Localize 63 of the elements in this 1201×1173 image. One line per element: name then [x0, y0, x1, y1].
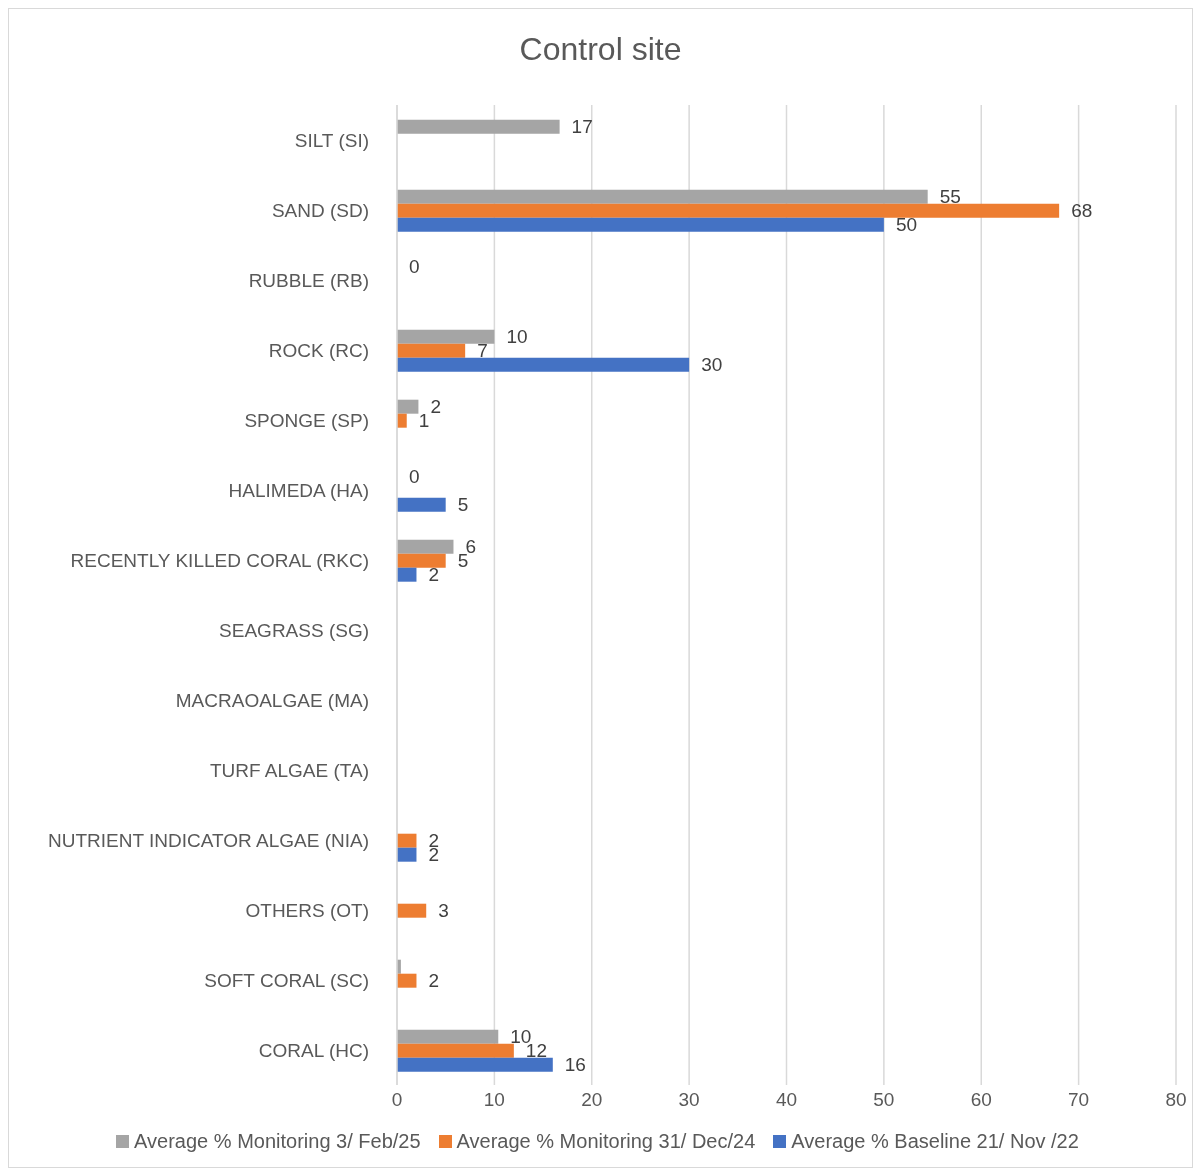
y-tick-label: TURF ALGAE (TA)	[209, 759, 369, 781]
y-tick-label: SEAGRASS (SG)	[219, 619, 369, 641]
x-tick-label: 40	[775, 1089, 798, 1111]
bar	[397, 833, 417, 848]
data-label: 3	[438, 900, 449, 922]
data-label: 30	[701, 354, 723, 376]
bar	[397, 973, 417, 988]
legend-label: Average % Monitoring 3/ Feb/25	[133, 1130, 421, 1153]
data-label: 2	[430, 396, 441, 418]
chart-title: Control site	[518, 31, 683, 68]
bar	[397, 497, 446, 512]
bar	[397, 119, 560, 134]
bar	[397, 553, 446, 568]
y-tick-label: SILT (SI)	[294, 129, 369, 151]
y-tick-label: ROCK (RC)	[268, 339, 369, 361]
x-tick-label: 20	[581, 1089, 603, 1111]
y-tick-label: OTHERS (OT)	[245, 899, 369, 921]
data-label: 2	[428, 564, 440, 586]
data-label: 10	[506, 326, 528, 348]
bar	[397, 399, 419, 414]
legend-label: Average % Monitoring 31/ Dec/24	[455, 1130, 756, 1153]
bar	[397, 329, 495, 344]
bar	[397, 189, 928, 204]
x-tick-label: 70	[1068, 1089, 1090, 1111]
bar	[397, 357, 690, 372]
x-tick-label: 0	[391, 1089, 403, 1111]
x-tick-label: 30	[678, 1089, 700, 1111]
y-tick-label: RECENTLY KILLED CORAL (RKC)	[70, 549, 369, 571]
data-label: 17	[571, 116, 593, 138]
bar	[397, 203, 1060, 218]
data-label: 0	[409, 256, 420, 278]
bar	[397, 343, 466, 358]
x-tick-label: 10	[483, 1089, 505, 1111]
x-tick-label: 80	[1165, 1089, 1187, 1111]
x-tick-label: 50	[873, 1089, 895, 1111]
y-tick-label: NUTRIENT INDICATOR ALGAE (NIA)	[48, 829, 369, 851]
bar	[397, 413, 407, 428]
bar	[397, 1029, 499, 1044]
bar	[397, 217, 884, 232]
data-label: 50	[895, 214, 918, 236]
bar	[397, 903, 427, 918]
y-tick-label: SPONGE (SP)	[244, 409, 369, 431]
bar	[397, 539, 454, 554]
data-label: 0	[409, 466, 420, 488]
bar	[397, 847, 417, 862]
data-label: 1	[418, 410, 430, 432]
y-tick-label: CORAL (HC)	[258, 1039, 369, 1061]
data-label: 7	[477, 340, 488, 362]
data-label: 55	[939, 186, 961, 208]
bar	[397, 1057, 553, 1072]
x-tick-label: 60	[970, 1089, 992, 1111]
data-label: 16	[564, 1054, 586, 1076]
data-label: 68	[1071, 200, 1093, 222]
y-tick-label: HALIMEDA (HA)	[228, 479, 369, 501]
data-label: 5	[457, 494, 469, 516]
y-tick-label: SOFT CORAL (SC)	[204, 969, 369, 991]
y-tick-label: MACRAOALGAE (MA)	[175, 689, 369, 711]
data-label: 2	[428, 970, 440, 992]
bar	[397, 567, 417, 582]
bar	[397, 1043, 514, 1058]
legend-label: Average % Baseline 21/ Nov /22	[790, 1130, 1079, 1153]
y-tick-label: SAND (SD)	[271, 199, 369, 221]
y-tick-label: RUBBLE (RB)	[248, 269, 369, 291]
